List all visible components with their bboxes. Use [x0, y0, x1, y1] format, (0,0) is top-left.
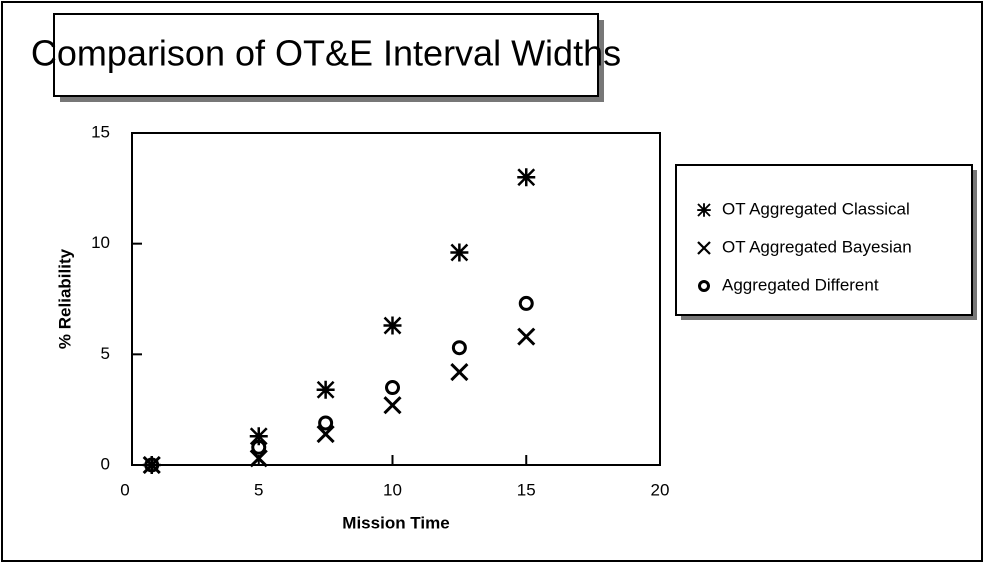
- data-point: [517, 168, 536, 187]
- data-point: [385, 380, 400, 396]
- data-point: [318, 415, 334, 431]
- data-point: [142, 455, 161, 475]
- legend-label: OT Aggregated Classical: [722, 199, 910, 218]
- y-tick-label: 5: [101, 344, 110, 363]
- data-point: [316, 424, 335, 444]
- legend-marker: [698, 280, 710, 292]
- data-point: [450, 362, 469, 382]
- legend-label: Aggregated Different: [722, 275, 879, 294]
- data-point: [518, 295, 534, 311]
- data-point: [383, 316, 402, 335]
- x-tick-label: 0: [120, 480, 129, 499]
- y-tick-label: 10: [91, 233, 110, 252]
- x-tick-label: 20: [651, 480, 670, 499]
- legend-marker: [697, 203, 711, 217]
- data-point: [451, 340, 467, 356]
- legend-box: [675, 164, 973, 316]
- data-point: [251, 439, 267, 455]
- y-tick-label: 0: [101, 454, 110, 473]
- plot-area: [131, 132, 661, 466]
- x-axis-label: Mission Time: [342, 513, 449, 532]
- legend-marker: [697, 241, 711, 255]
- data-point: [450, 243, 469, 262]
- data-point: [383, 396, 402, 415]
- title-box: [53, 13, 599, 97]
- legend-label: OT Aggregated Bayesian: [722, 237, 912, 256]
- data-point: [316, 380, 335, 399]
- y-tick-label: 15: [91, 122, 110, 141]
- data-point: [144, 457, 160, 473]
- data-point: [517, 327, 536, 346]
- data-point: [249, 427, 268, 446]
- x-tick-label: 15: [517, 480, 536, 499]
- y-axis-label: % Reliability: [55, 248, 74, 349]
- data-point: [249, 449, 268, 468]
- x-tick-label: 10: [383, 480, 402, 499]
- chart-title: Comparison of OT&E Interval Widths: [31, 33, 621, 74]
- x-tick-label: 5: [254, 480, 263, 499]
